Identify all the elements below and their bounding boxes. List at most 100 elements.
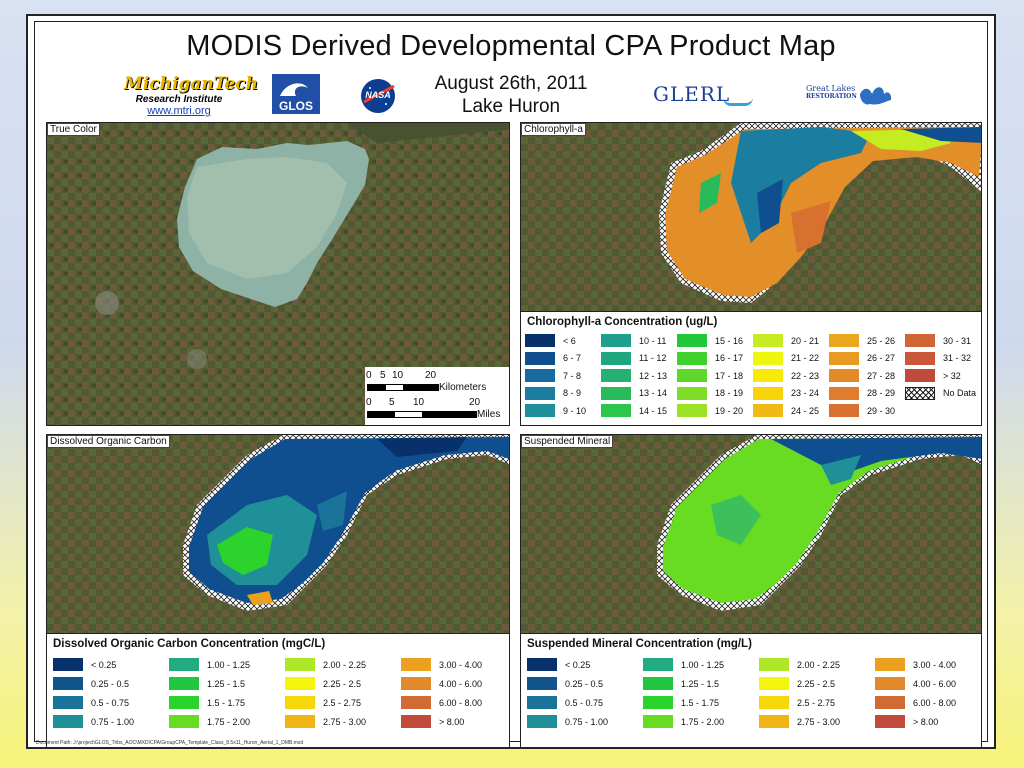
- legend-swatch: [525, 334, 555, 347]
- legend-item: < 6: [525, 334, 576, 347]
- legend-swatch: [753, 334, 783, 347]
- legend-label: > 8.00: [439, 716, 465, 727]
- mtu-logo: MichiganTech Research Institute www.mtri…: [124, 74, 258, 117]
- legend-swatch: [601, 386, 631, 400]
- legend-label: 15 - 16: [715, 335, 744, 346]
- legend-item: > 8.00: [401, 715, 464, 728]
- mtu-logo-url[interactable]: www.mtri.org: [147, 105, 211, 117]
- sm-map: [521, 435, 981, 635]
- legend-swatch: [169, 658, 199, 671]
- legend-label: 19 - 20: [715, 405, 744, 416]
- legend-swatch: [759, 696, 789, 709]
- legend-item: 1.25 - 1.5: [643, 677, 719, 690]
- legend-item: 6.00 - 8.00: [875, 696, 956, 709]
- legend-swatch: [753, 404, 783, 417]
- mtu-logo-name: MichiganTech: [124, 74, 258, 94]
- legend-item: 7 - 8: [525, 369, 581, 382]
- legend-item: 8 - 9: [525, 386, 582, 400]
- legend-item: < 0.25: [53, 658, 116, 671]
- legend-swatch: [677, 334, 707, 347]
- legend-item: 11 - 12: [601, 351, 667, 365]
- legend-swatch: [753, 386, 783, 400]
- panel-label-sm: Suspended Mineral: [521, 435, 614, 448]
- doc-map: [47, 435, 509, 635]
- legend-label: 2.00 - 2.25: [797, 659, 841, 670]
- legend-label: 8 - 9: [563, 388, 582, 398]
- nasa-logo-text: NASA: [365, 90, 391, 100]
- legend-swatch: [759, 715, 789, 728]
- legend-label: 0.5 - 0.75: [565, 697, 604, 708]
- legend-item: 19 - 20: [677, 404, 743, 417]
- lake-name: Lake Huron: [461, 96, 561, 117]
- legend-item: 1.5 - 1.75: [643, 696, 719, 709]
- glos-logo: GLOS: [272, 74, 320, 114]
- legend-swatch: [285, 715, 315, 728]
- legend-label: 28 - 29: [867, 388, 896, 398]
- legend-item: 0.25 - 0.5: [527, 677, 603, 690]
- legend-label: 4.00 - 6.00: [439, 678, 483, 689]
- legend-swatch: [169, 677, 199, 690]
- legend-swatch: [829, 334, 859, 347]
- legend-label: 2.25 - 2.5: [323, 678, 362, 689]
- legend-label: 31 - 32: [943, 353, 972, 363]
- legend-item: 21 - 22: [753, 351, 819, 365]
- km-tick-5: 5: [380, 370, 386, 381]
- legend-label: 27 - 28: [867, 370, 896, 381]
- map-title: MODIS Derived Developmental CPA Product …: [186, 30, 836, 62]
- legend-swatch: [169, 715, 199, 728]
- legend-label: 2.5 - 2.75: [797, 697, 836, 708]
- legend-label: 1.25 - 1.5: [207, 678, 246, 689]
- panel-label-doc: Dissolved Organic Carbon: [47, 435, 170, 448]
- legend-swatch: [643, 677, 673, 690]
- legend-item: 10 - 11: [601, 334, 666, 347]
- glerl-wave-icon: [723, 98, 753, 106]
- panel-sm: Suspended Mineral Suspended Mineral Conc…: [520, 434, 982, 748]
- legend-item: No Data: [905, 386, 976, 400]
- panel-doc: Dissolved Organic Carbon Dissolved Organ…: [46, 434, 510, 748]
- legend-label: > 32: [943, 370, 961, 381]
- km-bar: [367, 384, 439, 391]
- legend-swatch: [53, 696, 83, 709]
- legend-label: 1.5 - 1.75: [681, 697, 720, 708]
- legend-item: > 32: [905, 369, 961, 382]
- legend-title-chlorophyll: Chlorophyll-a Concentration (ug/L): [527, 316, 718, 328]
- legend-item: 1.75 - 2.00: [169, 715, 250, 728]
- legend-label: 1.5 - 1.75: [207, 697, 246, 708]
- legend-swatch: [677, 404, 707, 417]
- legend-item: 4.00 - 6.00: [401, 677, 482, 690]
- legend-swatch: [677, 369, 707, 382]
- legend-item: 29 - 30: [829, 404, 895, 417]
- legend-label: 11 - 12: [639, 353, 667, 363]
- mi-unit: Miles: [477, 409, 501, 420]
- legend-item: 26 - 27: [829, 351, 895, 365]
- legend-item: 20 - 21: [753, 334, 819, 347]
- legend-swatch: [643, 715, 673, 728]
- legend-item: 1.00 - 1.25: [643, 658, 724, 671]
- legend-swatch: [829, 404, 859, 417]
- legend-swatch: [753, 369, 783, 382]
- legend-item: 15 - 16: [677, 334, 743, 347]
- legend-label: > 8.00: [913, 716, 939, 727]
- legend-label: 13 - 14: [639, 388, 668, 398]
- legend-label: 9 - 10: [563, 405, 587, 416]
- glri-logo-line1: Great Lakes: [806, 84, 856, 93]
- legend-label: < 0.25: [91, 659, 117, 670]
- legend-item: 2.25 - 2.5: [285, 677, 361, 690]
- legend-label: 1.25 - 1.5: [681, 678, 720, 689]
- legend-label: 20 - 21: [791, 335, 820, 346]
- legend-item: 2.00 - 2.25: [285, 658, 366, 671]
- panel-label-true-color: True Color: [47, 123, 100, 136]
- glri-logo: Great Lakes RESTORATION: [806, 78, 896, 112]
- legend-item: 25 - 26: [829, 334, 895, 347]
- legend-item: 16 - 17: [677, 351, 743, 365]
- legend-item: 31 - 32: [905, 351, 972, 365]
- legend-label: 18 - 19: [715, 388, 744, 398]
- legend-title-doc: Dissolved Organic Carbon Concentration (…: [53, 638, 326, 650]
- legend-label: 6 - 7: [563, 353, 582, 363]
- legend-swatch: [525, 351, 555, 365]
- legend-swatch: [601, 334, 631, 347]
- legend-label: 2.25 - 2.5: [797, 678, 836, 689]
- legend-swatch: [53, 715, 83, 728]
- legend-title-sm: Suspended Mineral Concentration (mg/L): [527, 638, 752, 650]
- legend-item: 2.5 - 2.75: [285, 696, 361, 709]
